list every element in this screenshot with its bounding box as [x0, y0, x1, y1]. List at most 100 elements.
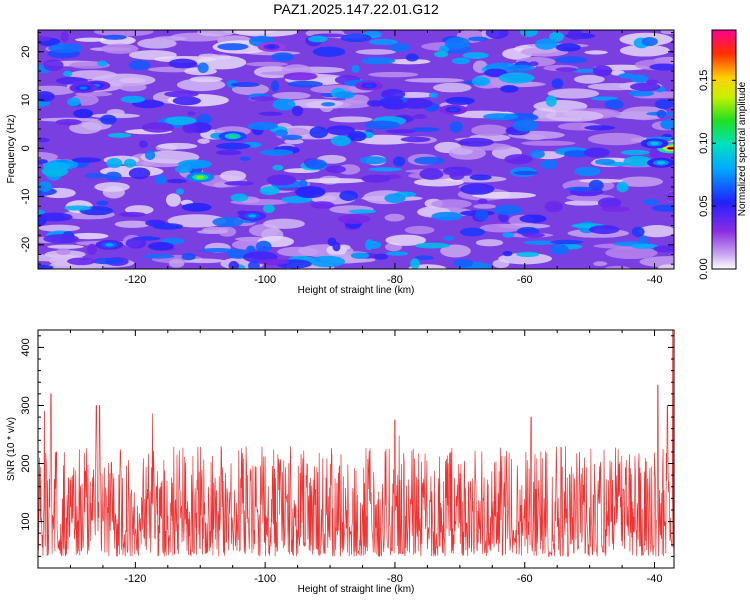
heatmap-cell [365, 240, 382, 249]
heatmap-cell [410, 127, 441, 132]
heatmap-cell [414, 255, 434, 260]
heatmap-cell [38, 184, 45, 191]
heatmap-cell [168, 258, 185, 268]
heatmap-cell [43, 234, 79, 244]
heatmap-cell [181, 202, 212, 212]
heatmap-cell [469, 174, 492, 181]
heatmap-cell [513, 170, 538, 176]
heatmap-cell [587, 82, 642, 91]
heatmap-cell [94, 182, 130, 192]
x-tick-label: -120 [124, 573, 146, 585]
y-tick-label: 200 [20, 454, 32, 472]
heatmap-cell [520, 47, 569, 57]
heatmap-cell [512, 119, 539, 132]
colorbar-label: Normalized spectral amplitude [737, 81, 748, 216]
heatmap-cell [347, 131, 367, 142]
heatmap-cell [656, 109, 667, 119]
heatmap-cell [534, 38, 558, 50]
heatmap-cell [360, 57, 396, 65]
heatmap-cell [106, 108, 125, 117]
x-tick-label: -60 [517, 274, 533, 286]
heatmap-cell [444, 37, 471, 49]
heatmap-cell [312, 46, 346, 57]
heatmap-peak-core [449, 108, 458, 112]
heatmap-cell [549, 31, 564, 42]
heatmap-cell [262, 204, 275, 213]
heatmap-cell [385, 234, 427, 246]
heatmap-cell [472, 191, 536, 199]
y-tick-label: -10 [20, 189, 32, 205]
heatmap-cell [281, 134, 303, 141]
y-tick-label: 100 [20, 512, 32, 530]
heatmap-cell [197, 30, 235, 37]
heatmap-cell [368, 167, 403, 172]
heatmap-cell [187, 111, 196, 116]
heatmap-cell [628, 90, 655, 97]
heatmap-cell [271, 52, 295, 62]
heatmap-cell [413, 113, 427, 120]
heatmap-cell [231, 82, 260, 88]
colorbar-tick-label: 0.00 [698, 258, 710, 279]
heatmap-cell [385, 129, 416, 134]
heatmap-cell [630, 243, 658, 249]
heatmap-cell [468, 36, 489, 42]
heatmap-cell [152, 223, 184, 230]
heatmap-cell [565, 186, 594, 192]
heatmap-cell [519, 214, 547, 223]
heatmap-cell [291, 105, 304, 117]
heatmap-cell [359, 156, 387, 165]
heatmap-cell [381, 88, 406, 100]
heatmap-cell [309, 255, 346, 268]
heatmap-cell [255, 240, 272, 253]
heatmap-cell [479, 223, 523, 233]
heatmap-cell [166, 178, 187, 184]
heatmap-cell [483, 113, 519, 121]
heatmap-cell [451, 57, 471, 65]
heatmap-cell [364, 120, 400, 130]
heatmap-cell [120, 95, 146, 103]
heatmap-peak-core [228, 134, 237, 138]
heatmap-cell [574, 166, 601, 177]
heatmap-cell [605, 265, 630, 269]
heatmap-cell [274, 129, 289, 137]
heatmap-cell [443, 235, 454, 241]
heatmap-cell [329, 116, 373, 123]
heatmap-cell [620, 149, 650, 156]
heatmap-cell [230, 193, 249, 202]
heatmap-cell [153, 36, 187, 42]
heatmap-cell [154, 174, 167, 186]
heatmap-cell [281, 196, 313, 204]
heatmap-cell [47, 244, 84, 249]
heatmap-cell [653, 245, 674, 253]
heatmap-cell [544, 201, 564, 213]
heatmap-cell [601, 206, 630, 212]
heatmap-cell [282, 127, 310, 136]
heatmap-cell [272, 164, 284, 171]
heatmap-peak-core [105, 243, 114, 247]
heatmap-cell [182, 122, 197, 134]
snr-y-label: SNR (10 * v/v) [6, 417, 17, 481]
heatmap-cell [410, 258, 420, 269]
heatmap-cell [584, 125, 616, 131]
heatmap-cell [224, 181, 254, 186]
heatmap-cell [326, 125, 355, 136]
heatmap-cell [107, 132, 132, 138]
y-tick-label: 20 [20, 46, 32, 58]
heatmap-cell [631, 226, 645, 237]
heatmap-cell [55, 118, 82, 126]
heatmap-cell [590, 96, 619, 101]
heatmap-cell [638, 224, 674, 238]
heatmap-cell [474, 209, 489, 221]
heatmap-cell [101, 43, 139, 54]
heatmap-cell [196, 229, 228, 234]
heatmap-cell [144, 150, 156, 161]
heatmap-cell [339, 190, 358, 201]
heatmap-cell [473, 204, 497, 209]
heatmap-cell [142, 254, 175, 259]
heatmap-cells [38, 30, 674, 269]
heatmap-cell [642, 198, 659, 206]
heatmap-cell [597, 197, 622, 209]
heatmap-cell [350, 252, 370, 259]
heatmap-cell [189, 76, 223, 83]
